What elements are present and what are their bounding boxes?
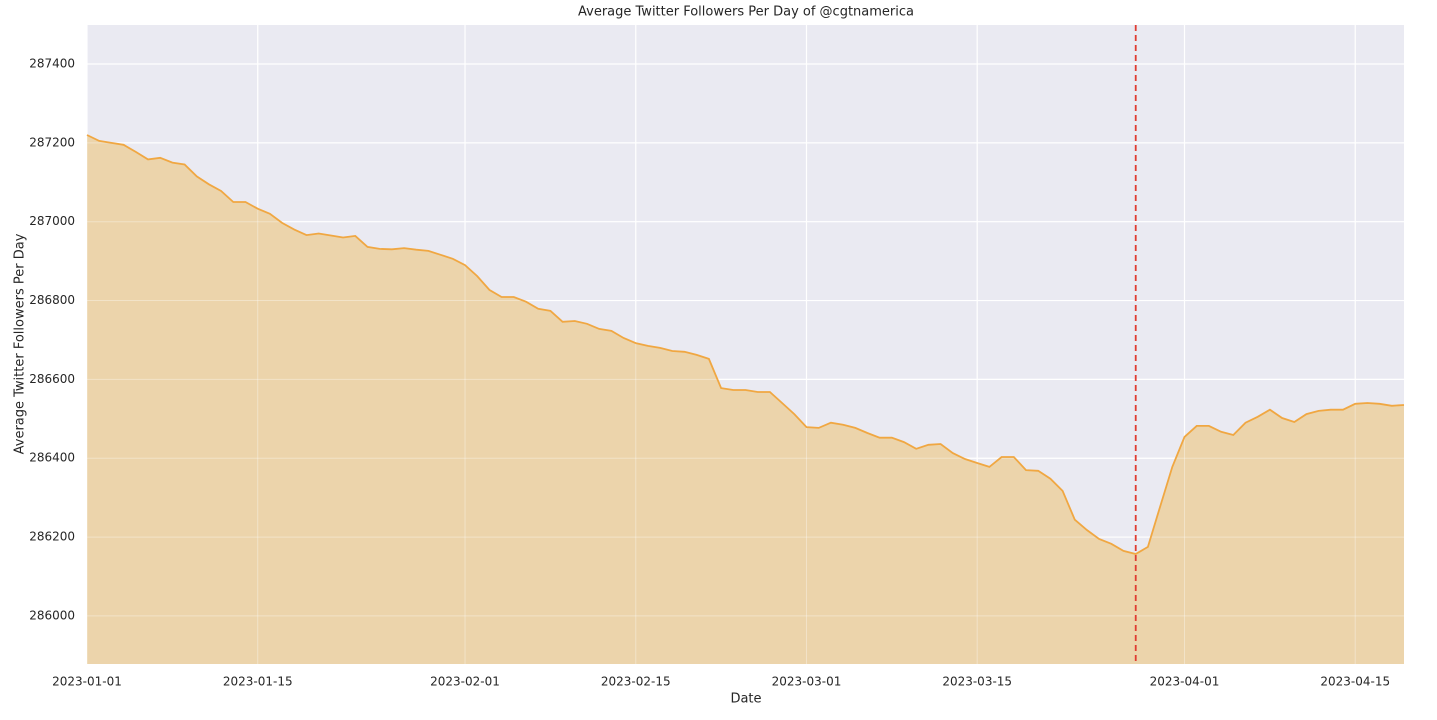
x-tick-label: 2023-02-15 (601, 675, 671, 689)
x-axis-label: Date (730, 692, 761, 707)
y-tick-label: 286800 (29, 293, 75, 307)
x-tick-label: 2023-01-01 (52, 675, 122, 689)
chart-title: Average Twitter Followers Per Day of @cg… (578, 5, 914, 20)
x-tick-label: 2023-04-01 (1150, 675, 1220, 689)
x-tick-label: 2023-02-01 (430, 675, 500, 689)
y-tick-label: 286200 (29, 530, 75, 544)
area (87, 135, 1404, 664)
line (86, 134, 1405, 555)
y-axis-label: Average Twitter Followers Per Day (13, 233, 28, 454)
y-tick-label: 287400 (29, 57, 75, 71)
y-tick-label: 287000 (29, 214, 75, 228)
x-tick-label: 2023-03-15 (942, 675, 1012, 689)
x-tick-label: 2023-03-01 (772, 675, 842, 689)
y-tick-label: 287200 (29, 135, 75, 149)
y-tick-label: 286600 (29, 372, 75, 386)
y-tick-label: 286000 (29, 608, 75, 622)
x-tick-label: 2023-04-15 (1320, 675, 1390, 689)
y-tick-label: 286400 (29, 451, 75, 465)
x-tick-label: 2023-01-15 (223, 675, 293, 689)
